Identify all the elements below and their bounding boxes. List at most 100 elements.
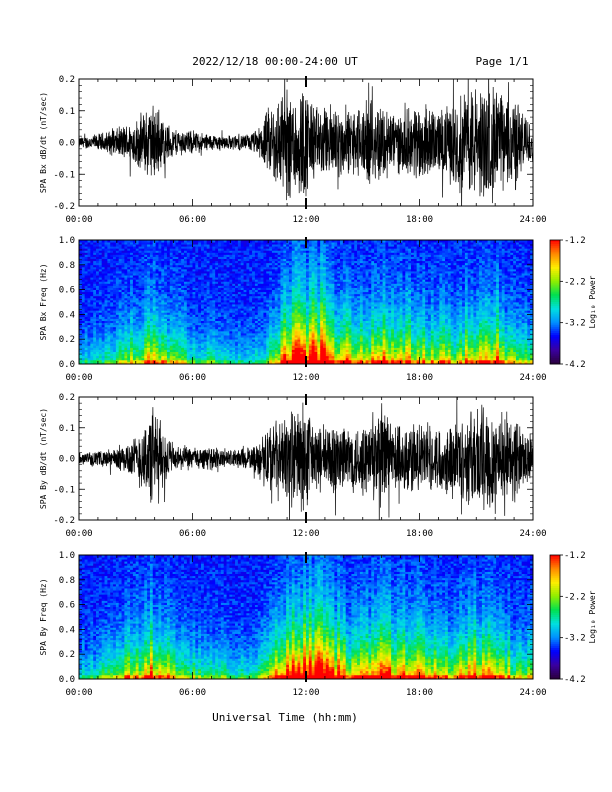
colorbar-cell: [550, 359, 560, 363]
colorbar-cell: [550, 357, 560, 361]
colorbar-cell: [550, 602, 560, 605]
colorbar-cell: [550, 326, 560, 330]
colorbar-cell: [550, 260, 560, 264]
colorbar-cell: [550, 650, 560, 653]
colorbar-cell: [550, 639, 560, 643]
colorbar-cell: [550, 273, 560, 276]
colorbar-cell: [550, 252, 560, 255]
colorbar-cell: [550, 287, 560, 290]
colorbar-cell: [550, 561, 560, 564]
colorbar-cell: [550, 664, 560, 667]
colorbar-cell: [550, 610, 560, 614]
x-axis-label: Universal Time (hh:mm): [212, 711, 358, 724]
colorbar-cell: [550, 330, 560, 334]
colorbar-cell: [550, 555, 560, 558]
colorbar-tick-label: -4.2: [564, 360, 586, 370]
colorbar-cell: [550, 335, 560, 338]
y-tick-label: -0.1: [53, 485, 75, 495]
panel-bx-spectrogram: 00:00 06:00 12:00 18:00 24:00 0.0 0.2 0.4 0.6 0.8…: [39, 236, 547, 383]
colorbar-cell: [550, 295, 560, 299]
y-tick-label: -0.1: [53, 170, 75, 180]
colorbar-cell: [550, 264, 560, 268]
colorbar-cell: [550, 563, 560, 566]
colorbar-cell: [550, 627, 560, 630]
colorbar-cell: [550, 310, 560, 313]
colorbar-cell: [550, 666, 560, 670]
y-tick-label: 0.4: [59, 310, 75, 320]
colorbar-cell: [550, 304, 560, 307]
x-tick-label: 00:00: [65, 373, 92, 383]
colorbar-cell: [550, 345, 560, 348]
colorbar-cell: [550, 676, 560, 680]
y-axis-label: SPA By Freq (Hz): [39, 578, 48, 655]
colorbar-cell: [550, 596, 560, 599]
colorbar-cell: [550, 606, 560, 610]
colorbar-cell: [550, 271, 560, 274]
colorbar-cell: [550, 565, 560, 568]
colorbar-cell: [550, 619, 560, 622]
colorbar-cell: [550, 559, 560, 562]
colorbar-cell: [550, 658, 560, 661]
colorbar-cell: [550, 617, 560, 620]
colorbar-cell: [550, 581, 560, 585]
colorbar-frame: [549, 239, 561, 365]
y-tick-label: 0.2: [59, 393, 75, 403]
y-axis-label: SPA Bx dB/dt (nT/sec): [39, 92, 48, 193]
colorbar-cell: [550, 277, 560, 280]
colorbar-cell: [550, 577, 560, 581]
colorbar-cell: [550, 629, 560, 632]
colorbar-cell: [550, 625, 560, 628]
colorbar-cell: [550, 592, 560, 595]
colorbar-cell: [550, 248, 560, 251]
y-tick-label: 0.0: [59, 675, 75, 685]
plot-frame: [78, 239, 534, 365]
colorbar-tick-label: -3.2: [564, 634, 586, 644]
colorbar-cell: [550, 586, 560, 589]
colorbar-cell: [550, 557, 560, 560]
y-tick-label: 0.6: [59, 601, 75, 611]
colorbar-cell: [550, 353, 560, 357]
colorbar-cell: [550, 635, 560, 639]
x-tick-label: 12:00: [292, 529, 319, 539]
colorbar-cell: [550, 672, 560, 676]
y-tick-label: 0.1: [59, 424, 75, 434]
y-tick-label: 0.4: [59, 625, 75, 635]
colorbar-cell: [550, 256, 560, 259]
colorbar-cell: [550, 656, 560, 659]
colorbar-cell: [550, 361, 560, 365]
colorbar-cell: [550, 324, 560, 328]
colorbar-cell: [550, 355, 560, 359]
colorbar-cell: [550, 567, 560, 570]
y-tick-label: 0.2: [59, 650, 75, 660]
colorbar-cell: [550, 279, 560, 282]
x-tick-label: 18:00: [406, 215, 433, 225]
colorbar-cell: [550, 289, 560, 293]
x-tick-label: 06:00: [179, 215, 206, 225]
colorbar-cell: [550, 641, 560, 645]
colorbar-cell: [550, 314, 560, 317]
colorbar-cell: [550, 262, 560, 266]
colorbar-cell: [550, 633, 560, 636]
y-tick-label: 0.0: [59, 360, 75, 370]
colorbar-cell: [550, 637, 560, 641]
colorbar-cell: [550, 654, 560, 657]
colorbar-cell: [550, 308, 560, 311]
colorbar-cell: [550, 318, 560, 321]
y-tick-label: 0.0: [59, 139, 75, 149]
x-tick-label: 06:00: [179, 688, 206, 698]
colorbar-cell: [550, 302, 560, 305]
x-tick-label: 00:00: [65, 529, 92, 539]
page-indicator: Page 1/1: [476, 55, 529, 68]
colorbar-cell: [550, 275, 560, 278]
x-tick-label: 12:00: [292, 215, 319, 225]
panel-by-spectrogram: 00:00 06:00 12:00 18:00 24:00 0.0 0.2 0.4 0.6 0.8…: [39, 551, 547, 698]
colorbar-tick-label: -2.2: [564, 277, 586, 287]
x-tick-label: 06:00: [179, 529, 206, 539]
colorbar-cell: [550, 333, 560, 336]
panel-bx-waveform: 00:00 06:00 12:00 18:00 24:00 -0.2 -0.1 0.0 0.1 0…: [39, 75, 547, 225]
colorbar-cell: [550, 598, 560, 601]
colorbar-cell: [550, 268, 560, 272]
colorbar-cell: [550, 604, 560, 608]
colorbar-cell: [550, 668, 560, 672]
colorbar-tick-label: -1.2: [564, 236, 586, 246]
